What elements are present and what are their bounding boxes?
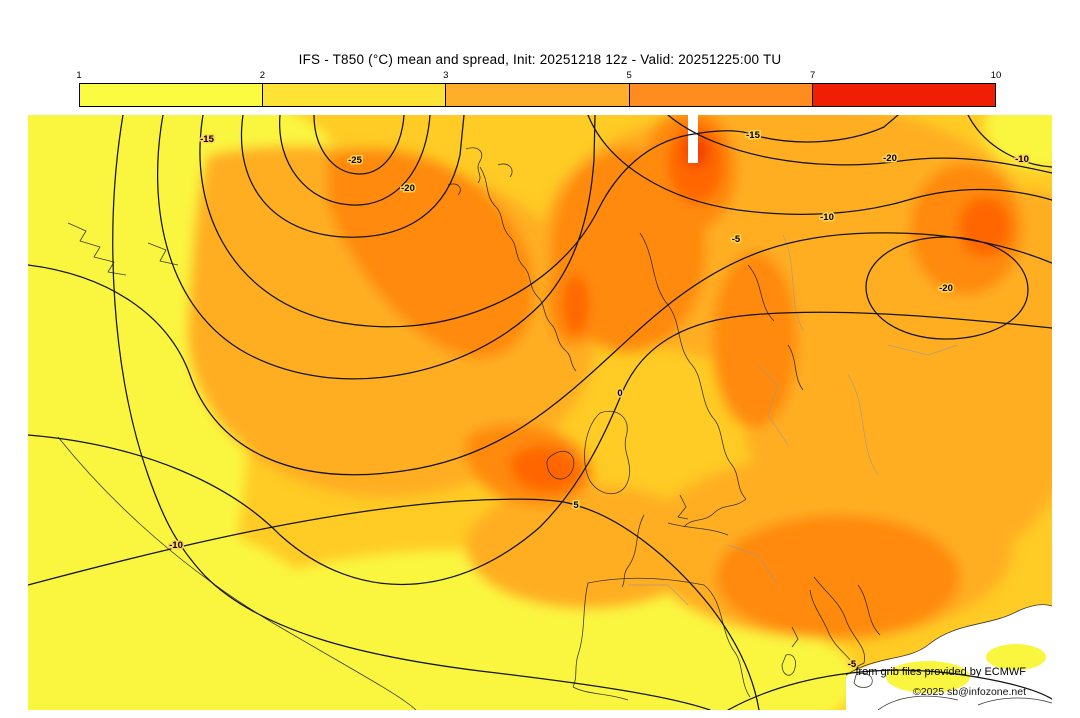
contour-label: -10 [169,540,183,551]
colorbar-tick: 7 [809,70,816,81]
contour-label: -10 [1015,154,1029,165]
country-borders [628,234,959,606]
colorbar-tick-labels: 1 2 3 5 7 10 [76,70,1001,83]
contour-lines [28,115,1052,710]
forecast-map: -15 -25 -20 -15 -20 -10 -10 -5 -20 0 5 -10 -5 from g… [28,115,1052,710]
contour-label: -15 [746,130,760,141]
colorbar-segment [812,84,996,106]
contour-label: -20 [401,183,415,194]
chart-title: IFS - T850 (°C) mean and spread, Init: 2… [298,52,782,67]
colorbar: 1 2 3 5 7 10 [76,70,1001,107]
colorbar-tick: 5 [626,70,632,81]
contour-label: -15 [200,134,214,145]
contour-label-layer: -15 -25 -20 -15 -20 -10 -10 -5 -20 0 5 -10 -5 [168,129,1031,672]
contour-label: -20 [939,283,953,294]
colorbar-tick: 3 [443,70,449,81]
colorbar-segment [446,84,630,106]
contour-label: -5 [732,234,741,245]
contour-label: 0 [617,388,622,399]
colorbar-segment [263,84,447,106]
credits-copyright: ©2025 sb@infozone.net [913,686,1026,698]
credits-source: from grib files provided by ECMWF [855,666,1026,678]
colorbar-tick: 10 [990,70,1002,81]
colorbar-tick: 1 [76,70,82,81]
spread-fill-layer [28,115,1052,710]
contour-label: -25 [348,155,362,166]
coastlines [57,147,1052,710]
colorbar-tick: 2 [259,70,266,81]
colorbar-segment [629,84,813,106]
colorbar-scale [79,83,996,107]
contour-label: -20 [883,153,897,164]
colorbar-segment [80,84,264,106]
map-canvas: -15 -25 -20 -15 -20 -10 -10 -5 -20 0 5 -10 -5 from g… [28,115,1052,710]
contour-label: -5 [848,659,857,670]
contour-label: -10 [820,212,834,223]
contour-label: 5 [573,500,579,511]
